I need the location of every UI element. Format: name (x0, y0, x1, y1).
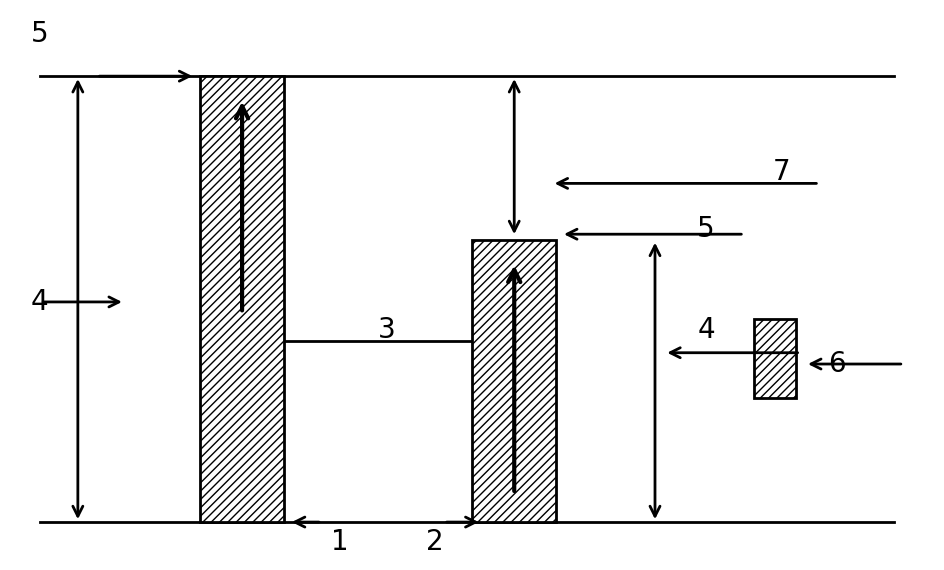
Bar (753, 319, 796, 398)
Text: 4: 4 (698, 316, 715, 344)
Text: 7: 7 (772, 158, 790, 186)
Text: 6: 6 (829, 350, 846, 378)
Bar (200, 76, 284, 522)
Bar (472, 240, 556, 522)
Text: 1: 1 (331, 528, 349, 556)
Text: 2: 2 (427, 528, 444, 556)
Text: 4: 4 (31, 288, 48, 316)
Text: 3: 3 (379, 316, 396, 344)
Text: 5: 5 (31, 20, 48, 48)
Text: 5: 5 (698, 214, 715, 243)
